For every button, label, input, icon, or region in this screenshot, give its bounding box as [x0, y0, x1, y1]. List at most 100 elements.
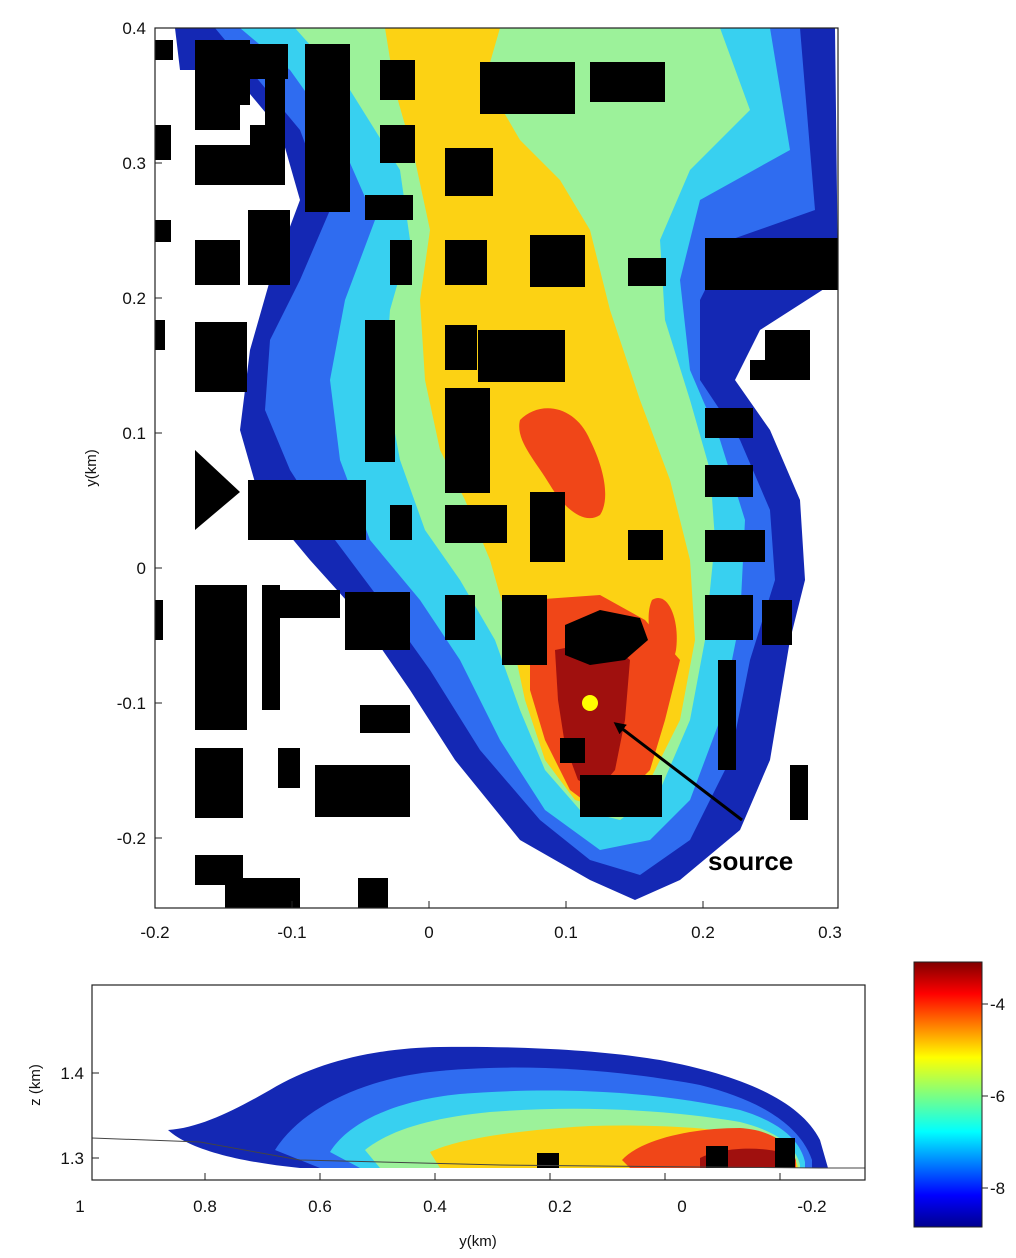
building [790, 765, 808, 820]
building [537, 1153, 559, 1168]
section-x-label: y(km) [459, 1233, 497, 1250]
section-x-tick-label: 0.6 [308, 1197, 332, 1216]
colorbar-ticks [982, 1003, 988, 1189]
source-arrow [613, 722, 743, 822]
building [365, 195, 413, 220]
building [380, 60, 415, 100]
building [390, 240, 412, 285]
building [390, 505, 412, 540]
building [530, 492, 565, 562]
building [628, 258, 666, 286]
building [345, 592, 410, 650]
colorbar-tick-label: -8 [990, 1179, 1005, 1198]
section-frame [91, 984, 866, 1181]
building [195, 585, 247, 730]
building [706, 1146, 728, 1168]
section-x-tick-label: 0.2 [548, 1197, 572, 1216]
building [445, 505, 507, 543]
building [530, 235, 585, 287]
building [155, 320, 165, 350]
x-tick-label: -0.1 [277, 923, 306, 942]
building [195, 322, 247, 392]
x-tick-label: -0.2 [140, 923, 169, 942]
source-marker [582, 695, 598, 711]
plan-view-y-label: y(km) [83, 449, 100, 487]
building [195, 240, 240, 285]
building [705, 595, 753, 640]
section-x-tick-label: 0.8 [193, 1197, 217, 1216]
source-annotation: source [708, 846, 793, 876]
contour-level-6c [648, 598, 677, 669]
building [502, 595, 547, 665]
building [155, 40, 173, 60]
terrain-line [92, 1137, 865, 1169]
x-tick-label: 0.1 [554, 923, 578, 942]
building [380, 125, 415, 163]
x-tick-label: 0 [424, 923, 433, 942]
x-tick-label: 0.2 [691, 923, 715, 942]
section-contours [92, 1046, 865, 1169]
building [358, 878, 388, 908]
building [705, 530, 765, 562]
plan-view-chart: 0.4 0.3 0.2 0.1 0 -0.1 -0.2 y(km) -0.2 -… [83, 19, 842, 942]
buildings [155, 40, 838, 908]
section-y-axis [92, 1072, 99, 1159]
building [445, 240, 487, 285]
building [445, 595, 475, 640]
building [762, 600, 792, 645]
y-tick-label: 0.3 [122, 154, 146, 173]
building [705, 465, 753, 497]
building [250, 125, 285, 185]
building [445, 148, 493, 196]
building [278, 748, 300, 788]
plume-contours [155, 28, 838, 908]
building [155, 220, 171, 242]
colorbar-tick-label: -6 [990, 1087, 1005, 1106]
building [365, 320, 395, 462]
vertical-section-chart: 1.3 1.4 z (km) 1 0.8 0.6 0.4 0.2 0 -0.2 … [27, 984, 866, 1250]
building [580, 775, 662, 817]
building [195, 100, 240, 130]
building [478, 330, 565, 382]
building [560, 738, 585, 763]
building [248, 210, 290, 285]
y-tick-label: 0.1 [122, 424, 146, 443]
building [775, 1138, 795, 1168]
x-tick-label: 0.3 [818, 923, 842, 942]
building [280, 590, 340, 618]
building [750, 360, 785, 380]
building [718, 660, 736, 770]
building [445, 388, 490, 493]
contour-level-6b [519, 408, 606, 519]
plan-view-y-axis [155, 27, 162, 839]
y-tick-label: 0.4 [122, 19, 146, 38]
building [565, 610, 648, 665]
building [305, 44, 350, 212]
plan-view-x-axis [154, 901, 839, 908]
building [265, 75, 285, 130]
section-x-tick-label: 1 [75, 1197, 84, 1216]
section-y-tick-label: 1.3 [60, 1149, 84, 1168]
building [705, 238, 838, 290]
building [195, 748, 243, 818]
y-tick-label: 0.2 [122, 289, 146, 308]
building [315, 765, 410, 817]
building [480, 62, 575, 114]
building [360, 705, 410, 733]
y-tick-label: -0.2 [117, 829, 146, 848]
building [195, 450, 240, 530]
colorbar-gradient [913, 961, 983, 1228]
plan-view-frame [154, 27, 839, 909]
building [628, 530, 663, 560]
building [262, 585, 280, 710]
building [155, 125, 171, 160]
building [155, 600, 163, 640]
section-x-tick-label: -0.2 [797, 1197, 826, 1216]
section-y-tick-label: 1.4 [60, 1064, 84, 1083]
building [225, 878, 300, 908]
building [590, 62, 665, 102]
building [238, 44, 288, 79]
section-x-axis [91, 1173, 781, 1180]
colorbar-tick-label: -4 [990, 995, 1005, 1014]
